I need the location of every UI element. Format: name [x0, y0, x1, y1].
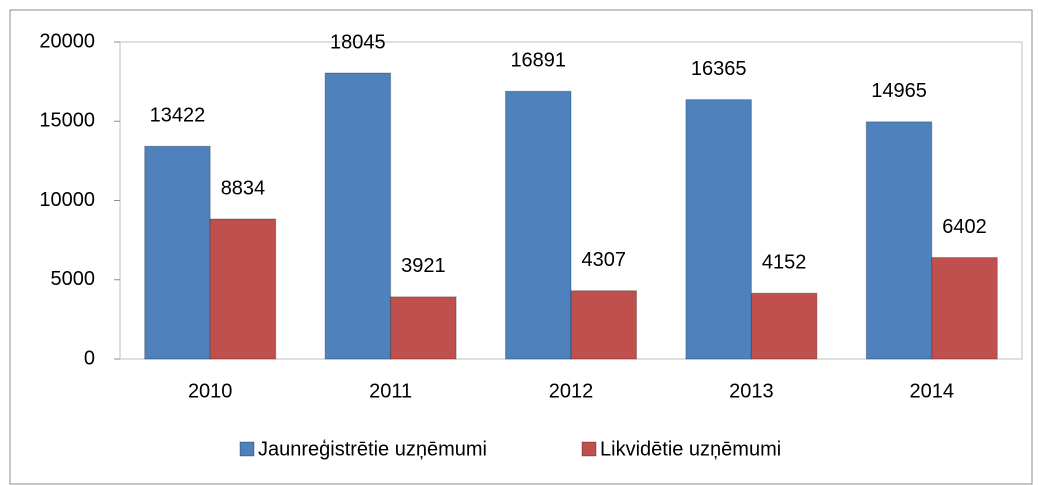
- value-label: 6402: [942, 216, 987, 238]
- y-tick-label: 5000: [51, 268, 96, 290]
- x-tick-label: 2010: [188, 380, 233, 402]
- x-tick-label: 2014: [910, 380, 955, 402]
- bar: [505, 90, 572, 360]
- value-label: 8834: [221, 177, 266, 199]
- value-label: 16891: [510, 50, 566, 72]
- bar: [685, 99, 752, 360]
- bar: [931, 257, 998, 360]
- legend-swatch: [239, 441, 255, 457]
- value-label: 4152: [762, 251, 807, 273]
- y-tick-label: 20000: [39, 30, 95, 52]
- x-tick-label: 2013: [729, 380, 774, 402]
- y-tick-label: 10000: [39, 189, 95, 211]
- bar: [144, 145, 211, 360]
- value-label: 16365: [691, 58, 747, 80]
- y-tick-label: 0: [84, 347, 95, 369]
- legend-swatch: [581, 441, 597, 457]
- bar: [324, 72, 392, 360]
- legend-label: Likvidētie uzņēmumi: [600, 438, 781, 460]
- bar: [209, 218, 277, 360]
- y-tick-label: 15000: [39, 110, 95, 132]
- value-label: 4307: [582, 249, 627, 271]
- value-label: 18045: [330, 31, 386, 53]
- x-tick-label: 2012: [549, 380, 594, 402]
- value-label: 14965: [871, 80, 927, 102]
- legend-label: Jaunreģistrētie uzņēmumi: [258, 438, 487, 460]
- bar: [390, 296, 457, 360]
- value-label: 13422: [150, 105, 206, 127]
- bar: [570, 290, 637, 360]
- bar: [865, 121, 933, 360]
- bar: [750, 292, 818, 360]
- value-label: 3921: [401, 255, 446, 277]
- x-tick-label: 2011: [369, 380, 412, 402]
